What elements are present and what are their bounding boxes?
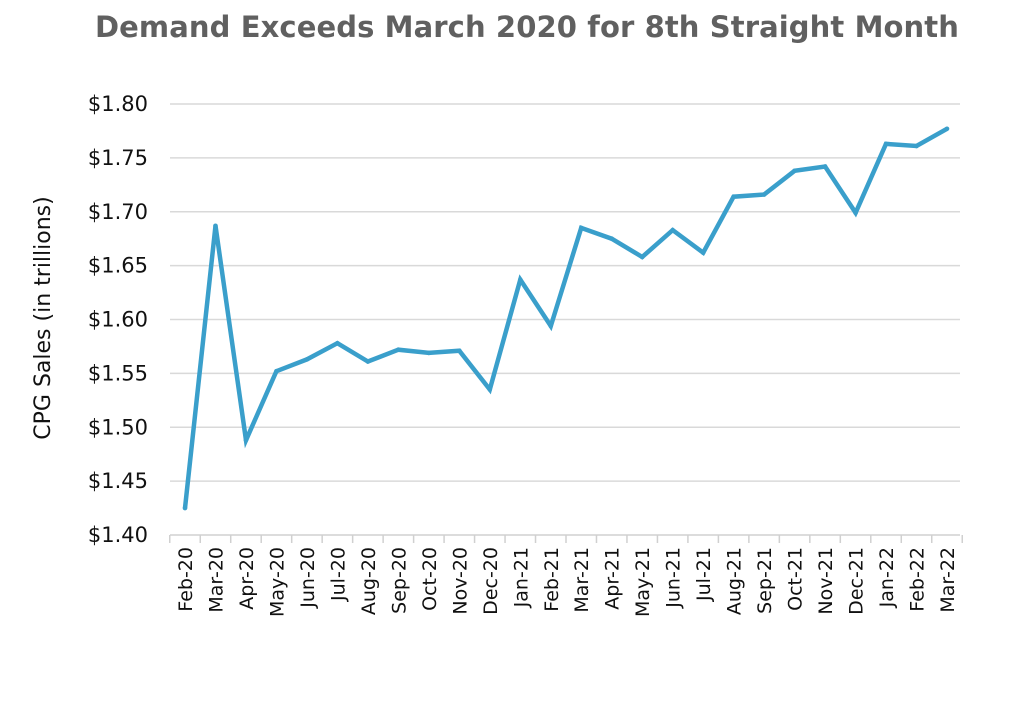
y-axis-tick-labels: $1.40 $1.45 $1.50 $1.55 $1.60 $1.65 $1.70 $1.75… [88,92,148,547]
y-tick-label: $1.45 [88,469,148,493]
x-axis [169,534,963,543]
x-tick-label: Apr-20 [236,547,258,610]
y-tick-label: $1.80 [88,92,148,116]
x-tick-label: Oct-21 [785,547,807,611]
x-tick-label: Nov-20 [449,547,471,615]
chart-title: Demand Exceeds March 2020 for 8th Straig… [94,10,960,44]
x-tick-label: Jun-21 [663,547,685,609]
data-point [700,250,706,255]
data-point [670,227,675,233]
x-tick-label: Jan-21 [510,547,532,608]
x-tick-label: Mar-21 [571,547,593,613]
x-tick-label: Feb-20 [175,547,197,612]
x-tick-label: Mar-20 [205,547,227,613]
data-point [822,164,828,169]
data-point [274,368,279,374]
y-tick-label: $1.40 [88,523,148,547]
data-point [639,254,645,260]
series-layer [182,126,950,511]
y-tick-label: $1.75 [88,146,148,170]
x-tick-label: Aug-21 [724,547,746,615]
x-tick-label: May-21 [632,547,654,617]
data-point [944,126,950,132]
data-point [517,277,523,282]
x-tick-label: Jun-20 [297,547,319,609]
y-tick-label: $1.55 [88,361,148,385]
y-tick-label: $1.50 [88,415,148,439]
data-point [243,437,249,443]
data-point [335,340,340,346]
x-tick-label: Jul-20 [327,547,349,602]
data-point [761,192,767,197]
data-point [213,223,218,229]
x-tick-label: Nov-21 [815,547,837,615]
x-tick-label: Mar-22 [937,547,959,613]
data-point [365,359,371,364]
x-tick-label: Aug-20 [358,547,380,615]
x-axis-tick-labels: Feb-20 Mar-20 Apr-20 May-20 Jun-20 Jul-20 Aug-… [175,547,959,617]
y-tick-label: $1.60 [88,308,148,332]
data-point [731,194,736,199]
data-point [883,141,889,147]
data-point [396,347,401,352]
y-tick-label: $1.65 [88,254,148,278]
y-axis-label: CPG Sales (in trillions) [31,196,56,439]
data-point [792,168,797,174]
x-tick-label: Feb-22 [907,547,929,612]
data-point [853,210,858,216]
data-point [609,236,615,241]
data-point [457,348,462,354]
y-tick-label: $1.70 [88,200,148,224]
data-point [487,387,493,392]
data-point [182,505,188,511]
data-point [304,357,310,362]
x-tick-label: Sep-20 [388,547,410,614]
x-tick-label: Jul-21 [693,547,715,602]
data-point [578,225,584,231]
x-tick-label: Jan-22 [876,547,898,608]
x-tick-label: Feb-21 [541,547,563,612]
x-tick-label: Dec-21 [846,547,868,615]
x-tick-label: Oct-20 [419,547,441,611]
data-point [914,143,919,149]
x-tick-label: May-20 [266,547,288,617]
data-point [548,323,554,329]
x-tick-label: Sep-21 [754,547,776,614]
x-tick-label: Dec-20 [480,547,502,615]
data-point [426,350,432,356]
gridlines [170,103,960,482]
x-tick-label: Apr-21 [602,547,624,610]
series-line [182,126,949,509]
